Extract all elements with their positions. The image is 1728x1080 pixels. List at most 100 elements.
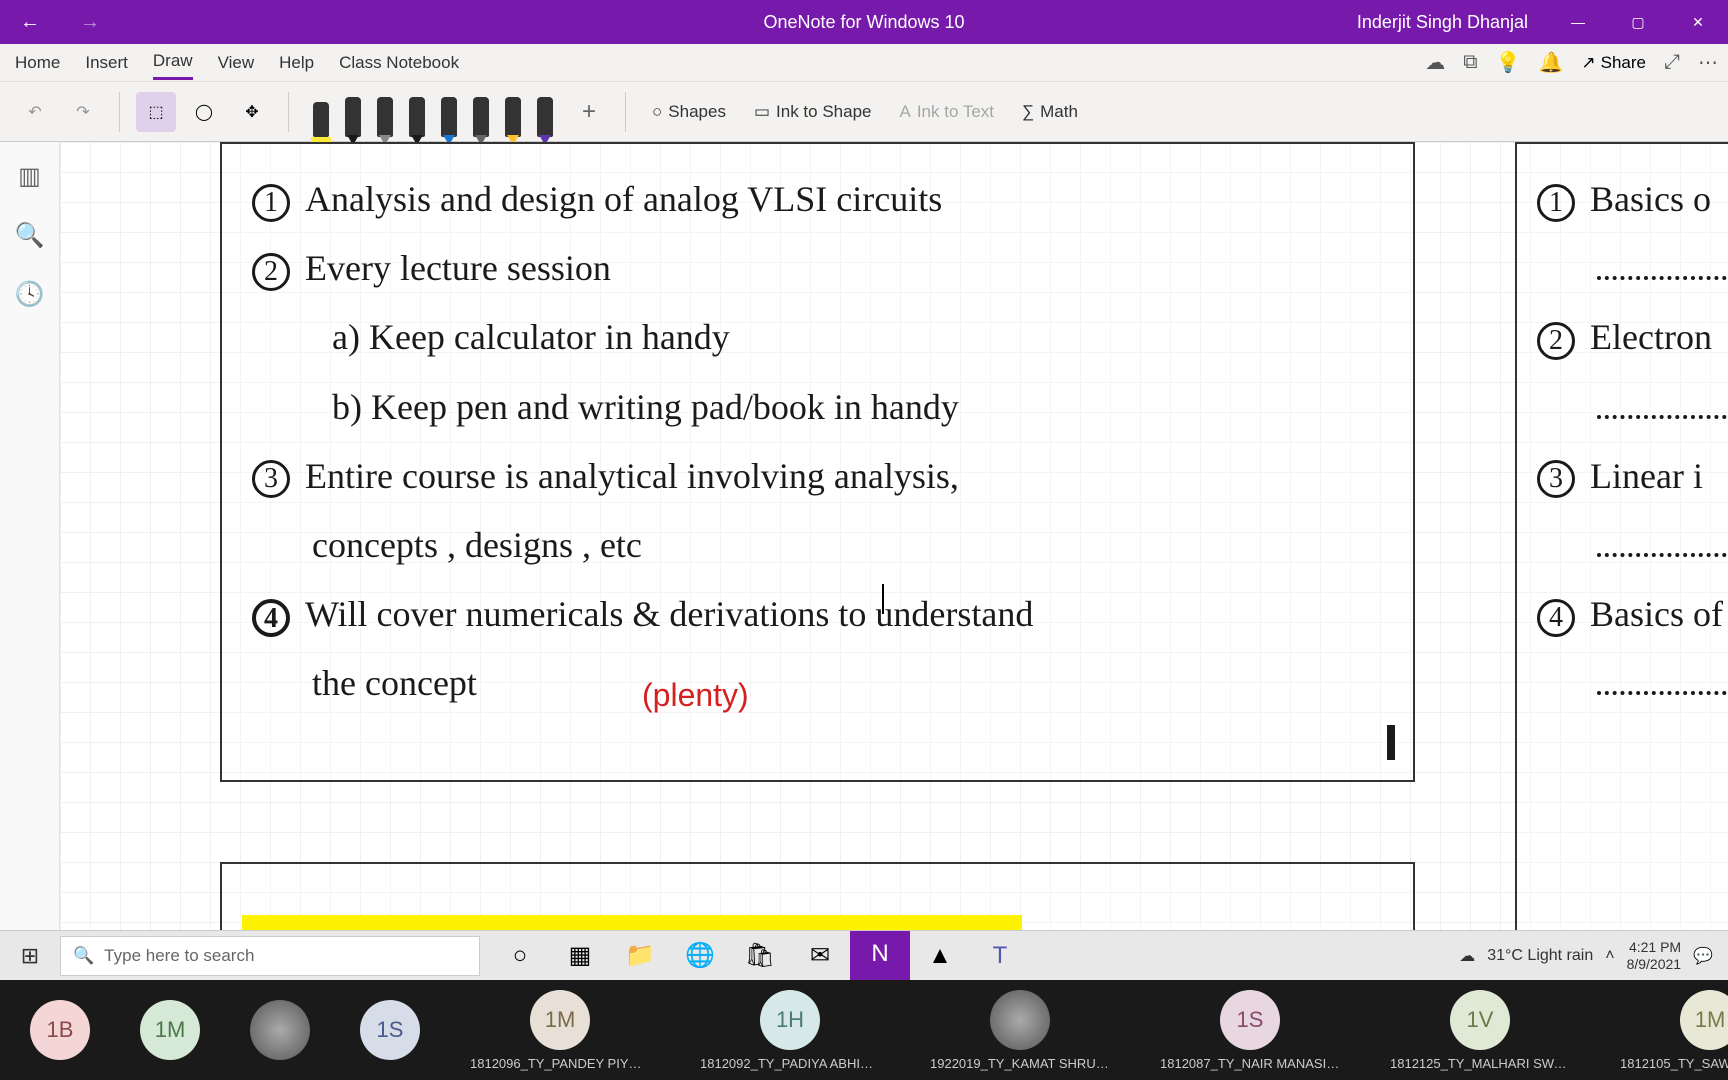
time-text: 4:21 PM [1627, 939, 1682, 956]
pen-6[interactable] [499, 87, 527, 137]
note-line: b) Keep pen and writing pad/book in hand… [252, 377, 1383, 438]
participant[interactable]: 1H1812092_TY_PADIYA ABHISHEK HAR... [700, 990, 880, 1071]
participant[interactable]: 1922019_TY_KAMAT SHRUTI VIVEK [930, 990, 1110, 1071]
pen-2[interactable] [371, 87, 399, 137]
note-line [1537, 377, 1728, 438]
back-button[interactable]: ← [10, 0, 50, 44]
share-label: Share [1601, 53, 1646, 73]
participant[interactable]: 1B [30, 1000, 90, 1060]
shapes-label: Shapes [668, 102, 726, 122]
red-annotation: (plenty) [642, 677, 749, 714]
windows-taskbar: ⊞ 🔍 Type here to search ○ ▦ 📁 🌐 🛍 ✉ N ▲ … [0, 930, 1728, 980]
math-icon: ∑ [1022, 102, 1034, 122]
pen-4[interactable] [435, 87, 463, 137]
participant[interactable]: 1S1812087_TY_NAIR MANASI SUREND... [1160, 990, 1340, 1071]
weather-icon[interactable]: ☁ [1459, 946, 1475, 966]
undo-button: ↶ [15, 92, 55, 132]
taskview-icon[interactable]: ▦ [550, 931, 610, 981]
cortana-icon[interactable]: ○ [490, 931, 550, 981]
note-line: concepts , designs , etc [252, 515, 1383, 576]
tab-class-notebook[interactable]: Class Notebook [339, 47, 459, 79]
ink-to-text-tool: AInk to Text [889, 102, 1004, 122]
add-pen-button[interactable]: + [569, 92, 609, 132]
lasso-tool[interactable]: ◯ [184, 92, 224, 132]
edge-icon[interactable]: 🌐 [670, 931, 730, 981]
clock[interactable]: 4:21 PM 8/9/2021 [1627, 939, 1682, 973]
participant[interactable] [250, 1000, 310, 1060]
note-line: 1Basics o [1537, 169, 1728, 230]
ink-cursor-mark [1387, 725, 1395, 760]
search-placeholder: Type here to search [104, 946, 254, 966]
share-button[interactable]: ↗ Share [1581, 53, 1646, 73]
pen-5[interactable] [467, 87, 495, 137]
select-tool[interactable]: ⬚ [136, 92, 176, 132]
note-line: 4Will cover numericals & derivations to … [252, 584, 1383, 645]
page-icon[interactable]: ⧉ [1463, 51, 1477, 74]
notification-icon[interactable]: 💬 [1693, 946, 1713, 966]
forward-button: → [70, 0, 110, 44]
recent-icon[interactable]: 🕓 [15, 280, 45, 309]
vlc-icon[interactable]: ▲ [910, 931, 970, 981]
participant[interactable]: 1M [140, 1000, 200, 1060]
tray-chevron-icon[interactable]: ˄ [1605, 947, 1614, 965]
tab-home[interactable]: Home [15, 47, 60, 79]
tab-insert[interactable]: Insert [85, 47, 128, 79]
ink-shape-icon: ▭ [754, 102, 770, 122]
note-line: a) Keep calculator in handy [252, 307, 1383, 368]
pen-3[interactable] [403, 87, 431, 137]
store-icon[interactable]: 🛍 [730, 931, 790, 981]
search-icon: 🔍 [73, 946, 94, 966]
note-box-1[interactable]: 1Analysis and design of analog VLSI circ… [220, 142, 1415, 782]
pen-7[interactable] [531, 87, 559, 137]
tab-draw[interactable]: Draw [153, 45, 193, 80]
shapes-tool[interactable]: ○ Shapes [642, 102, 736, 122]
note-line [1537, 515, 1728, 576]
note-line: 1Analysis and design of analog VLSI circ… [252, 169, 1383, 230]
teams-icon[interactable]: T [970, 931, 1030, 981]
fullscreen-icon[interactable]: ⤢ [1664, 51, 1680, 74]
user-name[interactable]: Inderjit Singh Dhanjal [1357, 12, 1528, 33]
more-icon[interactable]: ⋯ [1698, 50, 1718, 75]
main-area: ▥ 🔍 🕓 1Analysis and design of analog VLS… [0, 142, 1728, 930]
redo-button: ↷ [63, 92, 103, 132]
canvas[interactable]: 1Analysis and design of analog VLSI circ… [60, 142, 1728, 930]
weather-text[interactable]: 31°C Light rain [1487, 947, 1593, 965]
note-line [1537, 238, 1728, 299]
note-box-3[interactable]: 1Basics o2Electron3Linear i4Basics of [1515, 142, 1728, 930]
ink-to-shape-tool[interactable]: ▭ Ink to Shape [744, 102, 882, 122]
participant[interactable]: 1M1812096_TY_PANDEY PIYUSH MANOJ [470, 990, 650, 1071]
ink-shape-label: Ink to Shape [776, 102, 871, 122]
pan-tool[interactable]: ✥ [232, 92, 272, 132]
ribbon-tabs: Home Insert Draw View Help Class Noteboo… [0, 44, 1728, 82]
start-button[interactable]: ⊞ [0, 931, 60, 981]
tab-view[interactable]: View [218, 47, 255, 79]
search-icon[interactable]: 🔍 [15, 221, 45, 250]
participant[interactable]: 1M1812105_TY_SAWANT MITALEE MAH... [1620, 990, 1728, 1071]
left-sidebar: ▥ 🔍 🕓 [0, 142, 60, 930]
pen-1[interactable] [339, 87, 367, 137]
onenote-icon[interactable]: N [850, 931, 910, 981]
notebooks-icon[interactable]: ▥ [18, 162, 41, 191]
highlight-strip [242, 915, 1022, 930]
date-text: 8/9/2021 [1627, 956, 1682, 973]
mail-icon[interactable]: ✉ [790, 931, 850, 981]
math-label: Math [1040, 102, 1078, 122]
explorer-icon[interactable]: 📁 [610, 931, 670, 981]
cloud-sync-icon[interactable]: ☁ [1425, 50, 1445, 75]
shapes-icon: ○ [652, 102, 662, 122]
note-line: 2Every lecture session [252, 238, 1383, 299]
pen-0[interactable] [307, 87, 335, 137]
tab-help[interactable]: Help [279, 47, 314, 79]
math-tool[interactable]: ∑ Math [1012, 102, 1088, 122]
taskbar-search[interactable]: 🔍 Type here to search [60, 936, 480, 976]
maximize-button[interactable]: ▢ [1608, 0, 1668, 44]
participant[interactable]: 1S [360, 1000, 420, 1060]
note-line: 2Electron [1537, 307, 1728, 368]
close-button[interactable]: ✕ [1668, 0, 1728, 44]
lightbulb-icon[interactable]: 💡 [1496, 50, 1521, 75]
titlebar: ← → OneNote for Windows 10 Inderjit Sing… [0, 0, 1728, 44]
bell-icon[interactable]: 🔔 [1538, 50, 1563, 75]
participant[interactable]: 1V1812125_TY_MALHARI SWARANGEE... [1390, 990, 1570, 1071]
minimize-button[interactable]: — [1548, 0, 1608, 44]
note-box-2[interactable] [220, 862, 1415, 930]
